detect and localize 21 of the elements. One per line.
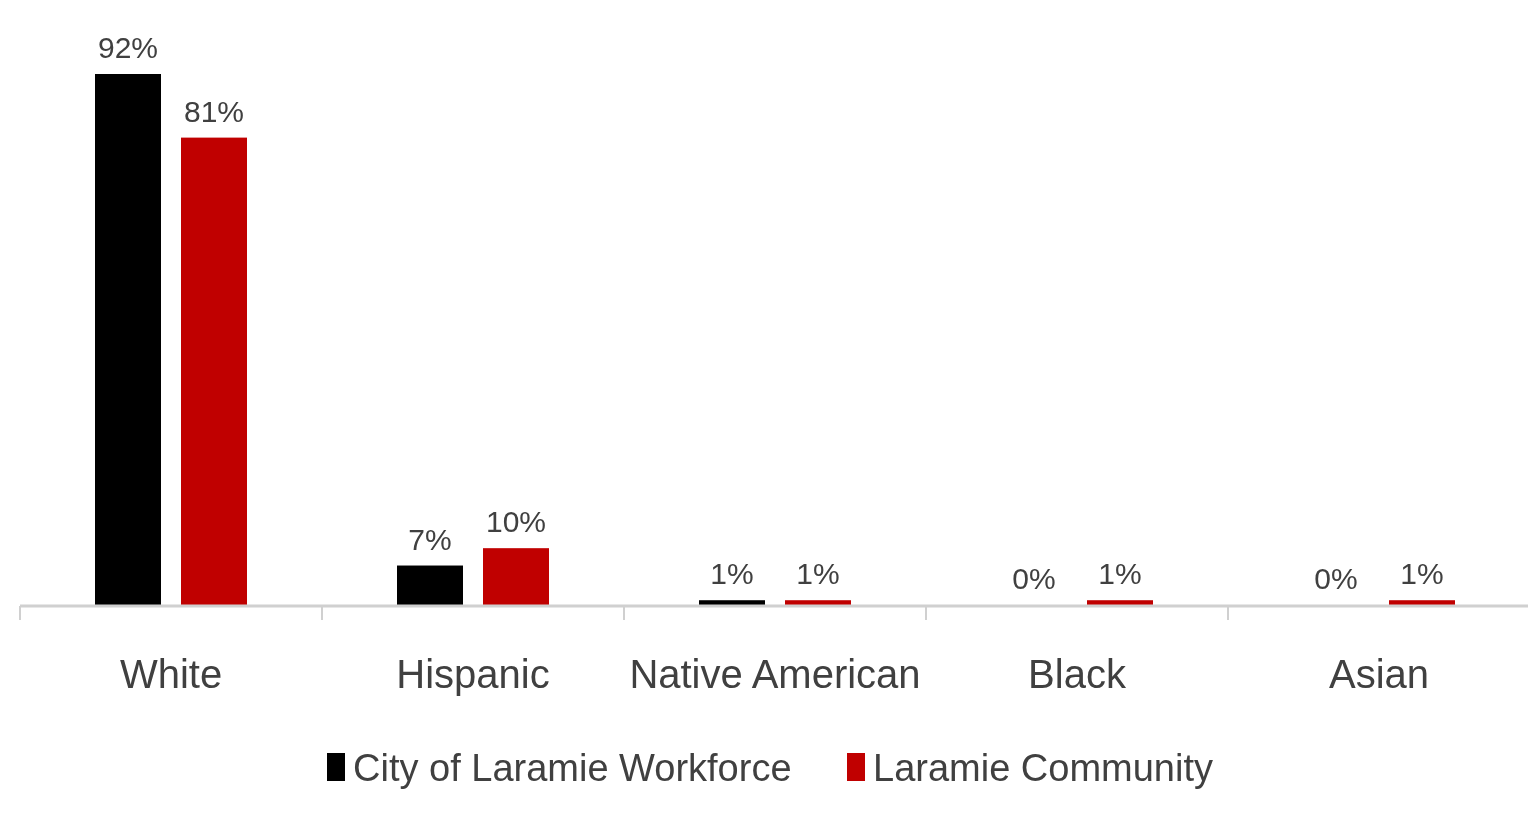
data-label: 81% <box>183 94 245 128</box>
bar <box>397 565 463 606</box>
legend-label: Laramie Community <box>873 747 1213 789</box>
bar <box>483 548 549 606</box>
bar <box>181 137 247 606</box>
x-tick-label: Hispanic <box>396 652 550 696</box>
x-tick-label: Asian <box>1328 652 1430 696</box>
data-label: 7% <box>408 522 452 556</box>
data-label: 1% <box>710 557 754 591</box>
x-tick-label: White <box>119 652 223 696</box>
data-label: 1% <box>1400 557 1444 591</box>
data-label: 10% <box>485 505 547 539</box>
data-label: 0% <box>1314 562 1358 595</box>
x-tick-label: Black <box>1028 652 1127 696</box>
data-label: 1% <box>1098 557 1142 591</box>
data-label: 0% <box>1012 562 1056 595</box>
x-tick-label: Native American <box>629 652 921 696</box>
data-label: 92% <box>97 31 159 64</box>
bar <box>95 74 161 606</box>
legend-label: City of Laramie Workforce <box>353 747 792 789</box>
data-label: 1% <box>796 557 840 591</box>
